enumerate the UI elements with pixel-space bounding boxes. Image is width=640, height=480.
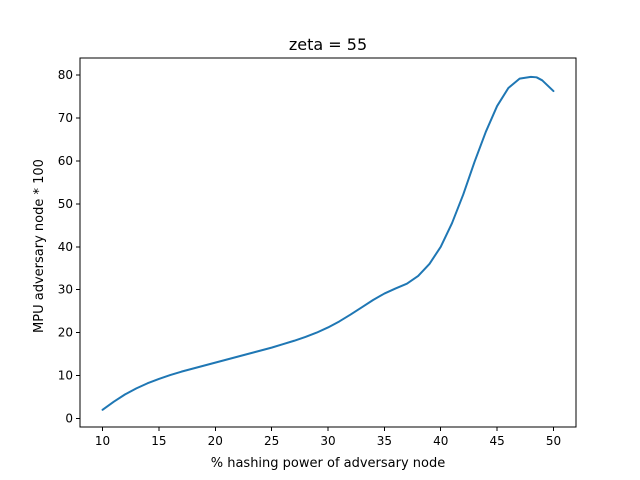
x-tick-label: 35 xyxy=(377,434,392,448)
x-tick-label: 10 xyxy=(95,434,110,448)
y-tick-label: 20 xyxy=(58,326,73,340)
series-line xyxy=(101,75,555,411)
y-axis-label: MPU adversary node * 100 xyxy=(32,159,47,333)
y-tick-label: 10 xyxy=(58,369,73,383)
axes-frame xyxy=(79,57,577,428)
x-axis-label: % hashing power of adversary node xyxy=(211,456,446,471)
y-tick-label: 80 xyxy=(58,68,73,82)
y-tick-label: 70 xyxy=(58,111,73,125)
x-tick-label: 25 xyxy=(264,434,279,448)
y-tick-label: 30 xyxy=(58,283,73,297)
x-tick-label: 50 xyxy=(546,434,561,448)
x-tick-label: 15 xyxy=(151,434,166,448)
x-axis: 10 15 20 25 30 35 40 45 50 xyxy=(95,427,561,448)
y-tick-label: 0 xyxy=(65,411,73,425)
plot-area xyxy=(101,75,555,411)
y-axis: 0 10 20 30 40 50 60 70 80 xyxy=(58,68,80,425)
x-tick-label: 45 xyxy=(489,434,504,448)
x-tick-label: 40 xyxy=(433,434,448,448)
chart-title: zeta = 55 xyxy=(289,35,367,54)
y-tick-label: 60 xyxy=(58,154,73,168)
y-tick-label: 50 xyxy=(58,197,73,211)
y-tick-label: 40 xyxy=(58,240,73,254)
x-tick-label: 20 xyxy=(208,434,223,448)
x-tick-label: 30 xyxy=(320,434,335,448)
